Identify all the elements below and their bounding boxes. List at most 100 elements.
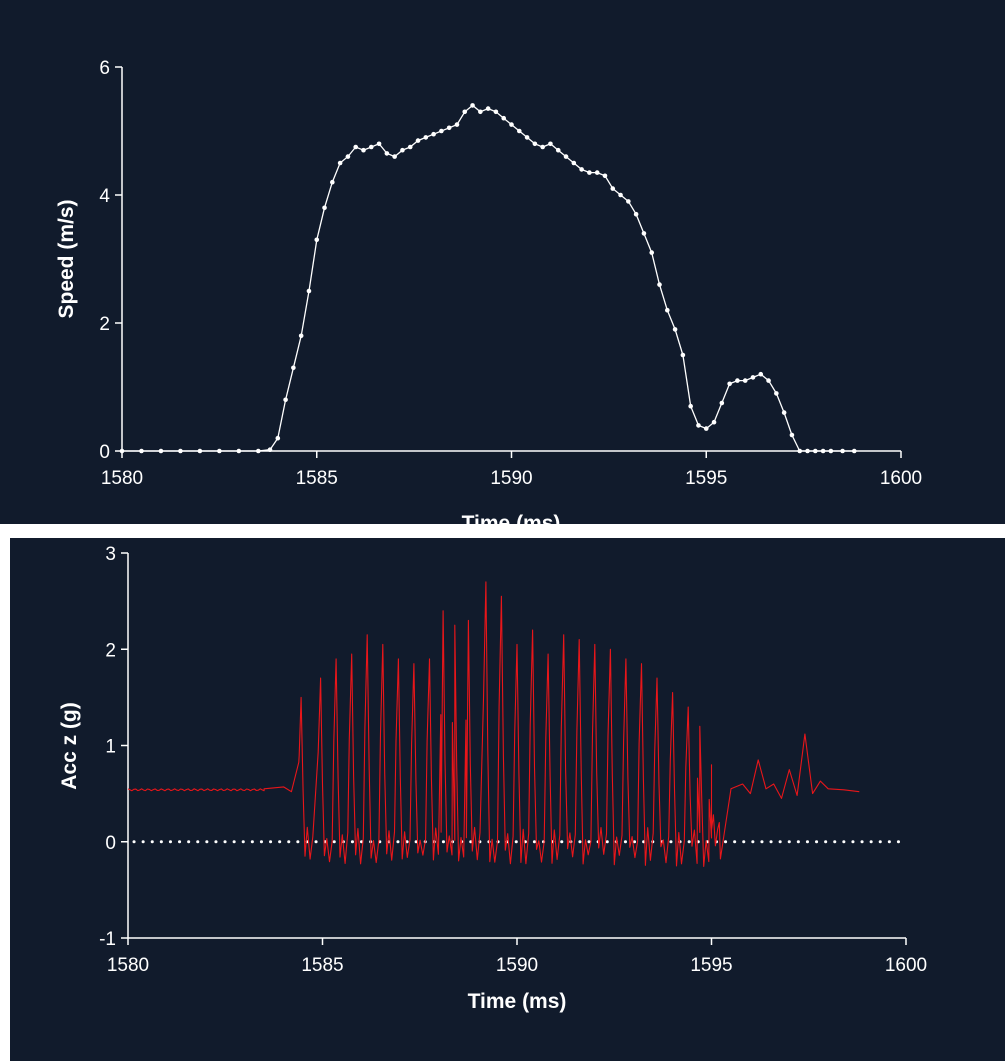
x-tick-label: 1590 — [490, 468, 532, 489]
speed-data-point — [361, 147, 366, 153]
speed-series-markers — [119, 103, 857, 454]
speed-data-point — [392, 154, 397, 159]
speed-x-axis-title: Time (ms) — [462, 512, 561, 535]
acc-series-line — [127, 581, 860, 867]
speed-data-point — [345, 154, 351, 159]
speed-data-point — [446, 125, 452, 131]
speed-data-point — [217, 448, 222, 454]
speed-data-point — [840, 448, 845, 454]
speed-data-point — [563, 154, 569, 159]
acc-x-axis-title: Time (ms) — [468, 990, 567, 1013]
x-tick-label: 1585 — [296, 468, 338, 489]
speed-data-point — [618, 192, 623, 198]
speed-data-point — [330, 179, 335, 185]
speed-data-point — [805, 448, 810, 454]
speed-data-point — [423, 135, 429, 140]
speed-data-point — [532, 141, 538, 147]
speed-data-point — [587, 170, 592, 175]
y-tick-label: 1 — [105, 737, 116, 758]
speed-data-point — [540, 144, 545, 150]
speed-data-point — [633, 211, 639, 217]
speed-data-point — [649, 250, 655, 255]
speed-data-point — [400, 147, 405, 153]
speed-data-point — [501, 115, 507, 121]
speed-data-point — [462, 109, 468, 115]
speed-data-point — [719, 400, 725, 406]
speed-data-point — [742, 378, 748, 383]
speed-data-point — [256, 448, 261, 454]
speed-chart: 0 2 4 6 1580 1585 1590 1595 1600 Time (ms) Spee… — [55, 58, 922, 535]
speed-data-point — [407, 144, 413, 150]
y-tick-label: 3 — [105, 544, 116, 565]
y-tick-label: -1 — [99, 929, 116, 950]
x-tick-label: 1595 — [690, 955, 732, 976]
x-tick-label: 1580 — [101, 468, 143, 489]
speed-data-point — [820, 448, 826, 454]
speed-data-point — [750, 375, 756, 380]
speed-data-point — [813, 448, 818, 454]
speed-data-point — [781, 410, 787, 415]
speed-data-point — [267, 447, 273, 453]
x-tick-label: 1600 — [885, 955, 927, 976]
y-tick-label: 4 — [99, 186, 110, 207]
speed-data-point — [524, 135, 530, 140]
speed-data-point — [766, 378, 771, 383]
speed-data-point — [555, 147, 561, 153]
speed-data-point — [516, 128, 522, 134]
y-tick-label: 2 — [105, 640, 116, 661]
speed-x-ticks: 1580 1585 1590 1595 1600 — [101, 451, 922, 489]
x-tick-label: 1595 — [685, 468, 727, 489]
speed-y-ticks: 0 2 4 6 — [99, 58, 122, 463]
speed-data-point — [680, 352, 686, 358]
y-tick-label: 0 — [99, 442, 110, 463]
speed-data-point — [306, 288, 312, 294]
speed-data-point — [774, 391, 779, 396]
speed-data-point — [626, 199, 631, 204]
speed-data-point — [727, 381, 732, 387]
speed-data-point — [735, 378, 740, 383]
speed-data-point — [703, 426, 709, 431]
speed-data-point — [158, 448, 164, 454]
speed-data-point — [789, 432, 795, 438]
y-tick-label: 2 — [99, 314, 110, 335]
speed-data-point — [493, 109, 499, 115]
speed-data-point — [322, 205, 327, 211]
speed-data-point — [353, 144, 359, 150]
speed-data-point — [236, 448, 242, 454]
y-tick-label: 0 — [105, 833, 116, 854]
speed-data-point — [696, 423, 701, 428]
acc-x-ticks: 1580 1585 1590 1595 1600 — [107, 938, 927, 976]
speed-data-point — [485, 106, 491, 111]
speed-data-point — [711, 419, 717, 425]
speed-data-point — [454, 122, 460, 127]
speed-data-point — [665, 307, 670, 313]
speed-data-point — [828, 448, 834, 454]
speed-data-point — [851, 448, 857, 454]
speed-data-point — [314, 237, 320, 243]
acc-y-axis-title: Acc z (g) — [58, 702, 81, 790]
x-tick-label: 1600 — [880, 468, 922, 489]
speed-data-point — [571, 160, 577, 166]
speed-data-point — [283, 397, 288, 403]
speed-data-point — [139, 448, 144, 454]
speed-panel-background — [0, 0, 1005, 524]
y-tick-label: 6 — [99, 58, 110, 79]
speed-data-point — [579, 167, 584, 172]
acceleration-panel-background — [10, 538, 1005, 1061]
acceleration-chart: -1 0 1 2 3 1580 1585 1590 1595 1600 Time (ms) Ac… — [58, 544, 927, 1013]
speed-data-point — [197, 448, 203, 454]
speed-data-point — [610, 186, 616, 191]
speed-data-point — [291, 365, 296, 371]
speed-data-point — [478, 109, 483, 115]
speed-data-point — [376, 141, 382, 147]
speed-data-point — [509, 122, 514, 127]
x-tick-label: 1580 — [107, 955, 149, 976]
speed-data-point — [431, 131, 436, 137]
speed-data-point — [758, 371, 764, 377]
x-tick-label: 1590 — [496, 955, 538, 976]
speed-data-point — [641, 231, 647, 236]
speed-series-line — [122, 104, 855, 452]
speed-data-point — [548, 141, 553, 147]
